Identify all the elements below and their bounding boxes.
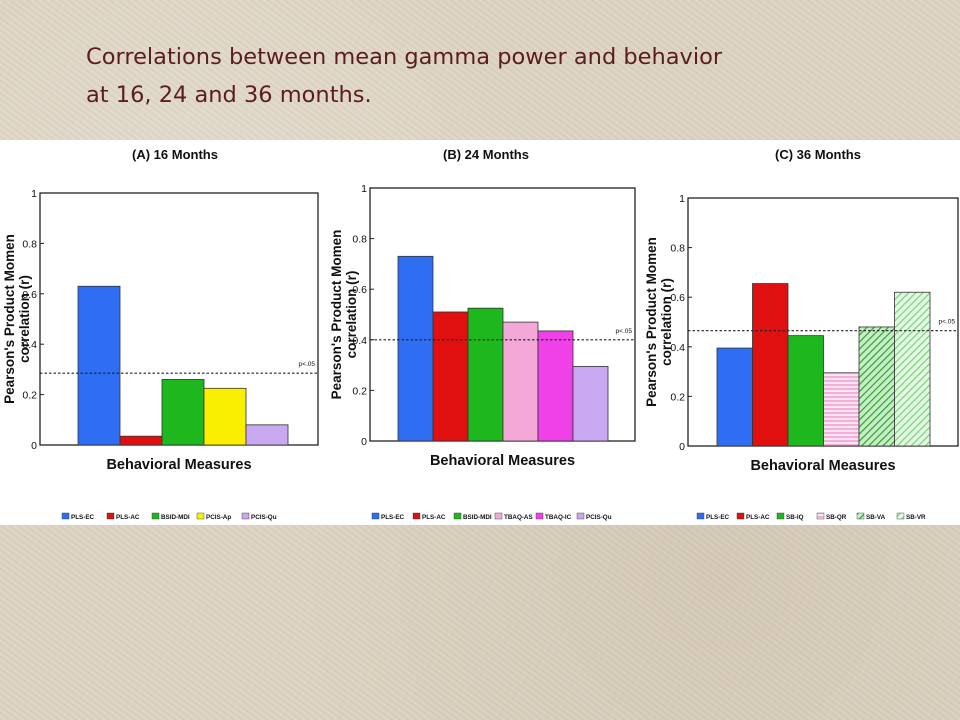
bar-sb-vr	[894, 291, 931, 447]
y-tick-label: 0.8	[352, 234, 367, 246]
y-tick-label: 0.2	[22, 390, 37, 402]
y-axis-label-line-1: Pearson's Product Momen	[2, 234, 17, 404]
legend-label: PCIS-Ap	[206, 514, 231, 521]
chart-title: (B) 24 Months	[443, 147, 529, 162]
chart-title: (C) 36 Months	[775, 147, 861, 162]
legend-label: BSID-MDI	[463, 514, 492, 521]
legend-swatch	[816, 512, 825, 520]
significance-label: p<.05	[299, 361, 316, 368]
bar-pcis-qu	[245, 424, 289, 446]
y-tick-label: 0.4	[352, 335, 367, 347]
legend-label: PLS-EC	[381, 514, 405, 521]
y-tick-label: 0.4	[670, 342, 685, 354]
bar-pls-ec	[77, 285, 121, 446]
legend-swatch	[776, 512, 785, 520]
legend-label: SB-IQ	[786, 514, 804, 521]
legend-swatch	[412, 512, 421, 520]
y-tick-label: 0	[361, 436, 367, 448]
bar-bsid-mdi	[467, 307, 504, 442]
bar-pls-ec	[397, 255, 434, 442]
bar-pls-ac	[752, 283, 789, 447]
y-tick-label: 0	[31, 440, 37, 452]
legend-label: PCIS-Qu	[586, 514, 612, 521]
legend-swatch	[241, 512, 250, 520]
legend-label: PLS-EC	[71, 514, 95, 521]
y-axis-label-line-1: Pearson's Product Momen	[644, 237, 659, 407]
bar-bsid-mdi	[161, 379, 205, 446]
chart-figure: (A) 16 Months 0 0.2 0.4 0.6 0.8 1 Pearson's Pro…	[2, 147, 959, 521]
legend-swatch	[106, 512, 115, 520]
bar-pls-ac	[119, 435, 163, 446]
y-tick-label: 0.8	[670, 243, 685, 255]
y-tick-label: 1	[31, 188, 37, 200]
bar-pls-ec	[716, 347, 753, 447]
figure-panel: (A) 16 Months 0 0.2 0.4 0.6 0.8 1 Pearson's Pro…	[0, 140, 960, 525]
y-axis-label: Pearson's Product Momencorrelation (r)	[644, 237, 674, 407]
legend-label: BSID-MDI	[161, 514, 190, 521]
legend-label: PLS-AC	[746, 514, 770, 521]
legend-swatch	[535, 512, 544, 520]
legend-label: SB-VA	[866, 514, 886, 521]
slide-title: Correlations between mean gamma power an…	[86, 38, 906, 114]
y-tick-label: 0.6	[22, 289, 37, 301]
legend-label: PCIS-Qu	[251, 514, 277, 521]
legend-swatch	[696, 512, 705, 520]
legend-swatch	[453, 512, 462, 520]
y-tick-label: 1	[679, 193, 685, 205]
bar-sb-qr	[823, 372, 860, 447]
bar-pls-ac	[432, 311, 469, 442]
bar-pcis-ap	[203, 387, 247, 446]
x-axis-label: Behavioral Measures	[106, 457, 251, 473]
y-axis-label-line-1: Pearson's Product Momen	[329, 230, 344, 400]
chart-title: (A) 16 Months	[132, 147, 218, 162]
legend-swatch	[61, 512, 70, 520]
legend-label: PLS-EC	[706, 514, 730, 521]
bar-tbaq-ic	[537, 330, 574, 442]
slide-title-line-2: at 16, 24 and 36 months.	[86, 82, 372, 108]
legend-swatch	[576, 512, 585, 520]
bar-sb-iq	[787, 335, 824, 447]
legend-swatch	[151, 512, 160, 520]
bar-pcis-qu	[572, 365, 609, 442]
bar-sb-va	[858, 326, 895, 447]
significance-label: p<.05	[616, 328, 633, 335]
legend-swatch	[196, 512, 205, 520]
bar-tbaq-as	[502, 321, 539, 442]
x-axis-label: Behavioral Measures	[430, 453, 575, 469]
y-tick-label: 0	[679, 441, 685, 453]
slide-title-line-1: Correlations between mean gamma power an…	[86, 44, 723, 70]
y-axis-label-line-2: correlation (r)	[17, 275, 32, 363]
legend-label: SB-VR	[906, 514, 926, 521]
legend-swatch	[736, 512, 745, 520]
y-tick-label: 0.2	[352, 385, 367, 397]
x-axis-label: Behavioral Measures	[750, 458, 895, 474]
y-tick-label: 0.4	[22, 339, 37, 351]
y-axis-label-line-2: correlation (r)	[344, 271, 359, 359]
significance-label: p<.05	[939, 319, 956, 326]
legend-label: PLS-AC	[116, 514, 140, 521]
legend-swatch	[371, 512, 380, 520]
legend-label: TBAQ-AS	[504, 514, 533, 521]
legend-label: PLS-AC	[422, 514, 446, 521]
y-tick-label: 0.6	[670, 292, 685, 304]
legend-label: SB-QR	[826, 514, 847, 521]
legend-label: TBAQ-IC	[545, 514, 572, 521]
y-tick-label: 0.6	[352, 284, 367, 296]
legend-swatch	[896, 512, 905, 520]
y-tick-label: 0.8	[22, 238, 37, 250]
y-axis-label: Pearson's Product Momencorrelation (r)	[329, 230, 359, 400]
y-tick-label: 1	[361, 183, 367, 195]
y-axis-label-line-2: correlation (r)	[659, 278, 674, 366]
y-axis-label: Pearson's Product Momencorrelation (r)	[2, 234, 32, 404]
y-tick-label: 0.2	[670, 391, 685, 403]
legend-swatch	[856, 512, 865, 520]
legend-swatch	[494, 512, 503, 520]
